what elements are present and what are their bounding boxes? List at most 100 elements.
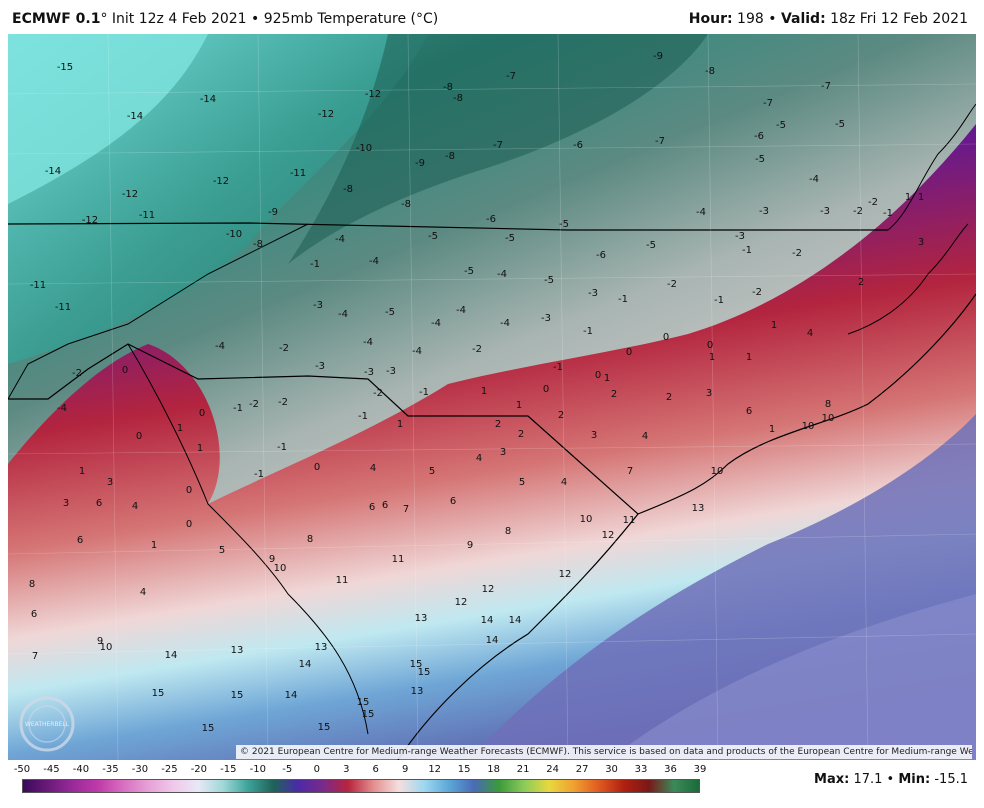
temperature-label: 14 xyxy=(285,690,298,701)
temperature-label: -4 xyxy=(335,234,345,245)
temperature-label: -1 xyxy=(883,208,893,219)
temperature-label: 13 xyxy=(415,613,428,624)
temperature-label: 6 xyxy=(31,609,37,620)
temperature-label: 3 xyxy=(918,237,924,248)
temperature-label: -2 xyxy=(853,206,863,217)
temperature-label: 11 xyxy=(336,575,349,586)
temperature-label: 1 xyxy=(177,423,183,434)
temperature-label: 1 xyxy=(918,192,924,203)
valid-time: Hour: 198 • Valid: 18z Fri 12 Feb 2021 xyxy=(689,11,968,27)
temperature-label: -5 xyxy=(385,307,395,318)
colorbar-tick: -10 xyxy=(249,764,266,775)
temperature-label: 2 xyxy=(558,410,564,421)
temperature-label: 3 xyxy=(591,430,597,441)
temperature-label: -2 xyxy=(472,344,482,355)
temperature-label: -12 xyxy=(82,215,98,226)
colorbar-tick: 18 xyxy=(487,764,501,775)
temperature-label: -12 xyxy=(213,176,229,187)
temperature-label: -4 xyxy=(456,305,466,316)
temperature-label: 0 xyxy=(543,384,549,395)
temperature-label: 13 xyxy=(692,503,705,514)
temperature-label: 0 xyxy=(595,370,601,381)
temperature-label: 10 xyxy=(100,642,113,653)
temperature-label: 1 xyxy=(397,419,403,430)
temperature-label: -5 xyxy=(646,240,656,251)
temperature-label: -1 xyxy=(254,469,264,480)
temperature-label: 15 xyxy=(418,667,431,678)
colorbar-tick: 36 xyxy=(664,764,677,775)
valid-label: Valid: xyxy=(780,11,826,27)
temperature-label: -9 xyxy=(415,158,425,169)
temperature-label: 12 xyxy=(559,569,572,580)
max-value: 17.1 xyxy=(853,772,883,787)
temperature-label: -3 xyxy=(386,366,396,377)
temperature-label: 10 xyxy=(802,421,815,432)
temperature-label: -8 xyxy=(253,239,263,250)
temperature-label: 12 xyxy=(455,597,468,608)
temperature-label: 4 xyxy=(132,501,138,512)
temperature-label: 7 xyxy=(403,504,409,515)
temperature-label: 6 xyxy=(77,535,83,546)
temperature-label: -1 xyxy=(553,362,563,373)
temperature-label: 0 xyxy=(186,485,192,496)
colorbar-tick: 15 xyxy=(457,764,471,775)
temperature-label: -6 xyxy=(596,250,606,261)
temperature-label: 1 xyxy=(769,424,775,435)
max-label: Max: xyxy=(814,772,850,787)
temperature-label: -12 xyxy=(365,89,381,100)
temperature-label: -2 xyxy=(752,287,762,298)
temperature-label: -4 xyxy=(338,309,348,320)
colorbar-tick: -25 xyxy=(161,764,178,775)
temperature-label: 15 xyxy=(362,709,375,720)
temperature-label: 9 xyxy=(269,554,275,565)
temperature-label: 7 xyxy=(32,651,38,662)
colorbar-tick: 21 xyxy=(516,764,530,775)
temperature-label: -1 xyxy=(277,442,287,453)
temperature-label: -2 xyxy=(249,399,259,410)
temperature-label: -4 xyxy=(412,346,422,357)
colorbar-tick: -5 xyxy=(282,764,293,775)
colorbar-tick: 33 xyxy=(634,764,648,775)
temperature-label: 1 xyxy=(481,386,487,397)
min-label: Min: xyxy=(898,772,931,787)
logo-text: WEATHERBELL xyxy=(25,721,70,728)
temperature-label: -3 xyxy=(313,300,323,311)
temperature-label: 14 xyxy=(509,615,522,626)
temperature-label: 9 xyxy=(97,636,103,647)
colorbar-tick: 12 xyxy=(428,764,442,775)
temperature-label: -4 xyxy=(809,174,819,185)
model-name: ECMWF 0.1 xyxy=(12,11,101,27)
temperature-label: 8 xyxy=(825,399,831,410)
temperature-label: 6 xyxy=(382,500,388,511)
temperature-label: -3 xyxy=(735,231,745,242)
temperature-label: 15 xyxy=(357,697,370,708)
hour-label: Hour: xyxy=(688,11,733,27)
temperature-label: 1 xyxy=(197,443,203,454)
temperature-label: -12 xyxy=(318,109,334,120)
temperature-label: 10 xyxy=(822,413,835,424)
temperature-label: 4 xyxy=(140,587,146,598)
temperature-label: -10 xyxy=(226,229,242,240)
temperature-label: -4 xyxy=(363,337,373,348)
temperature-label: 1 xyxy=(516,400,522,411)
init-info: ° Init 12z 4 Feb 2021 • 925mb Temperatur… xyxy=(100,11,439,27)
temperature-label: -8 xyxy=(705,66,715,77)
temperature-label: -11 xyxy=(290,168,306,179)
temperature-label: -2 xyxy=(868,197,878,208)
temperature-label: 10 xyxy=(711,466,724,477)
temperature-label: 8 xyxy=(29,579,35,590)
temperature-label: 5 xyxy=(219,545,225,556)
temperature-label: 6 xyxy=(369,502,375,513)
temperature-label: -1 xyxy=(310,259,320,270)
temperature-label: -3 xyxy=(541,313,551,324)
temperature-map: -15 -14 -14 -12 -12 -8 -8 -7 -9 -8 -7 -7 -5 -6 -5 -7 -6-… xyxy=(8,34,976,760)
temperature-label: -5 xyxy=(505,233,515,244)
temperature-label: -1 xyxy=(358,411,368,422)
temperature-label: 1 xyxy=(151,540,157,551)
temperature-label: -15 xyxy=(57,62,73,73)
temperature-label: -5 xyxy=(464,266,474,277)
temperature-label: 14 xyxy=(481,615,494,626)
temperature-label: -2 xyxy=(373,388,383,399)
temperature-label: 9 xyxy=(467,540,473,551)
temperature-label: 4 xyxy=(476,453,482,464)
